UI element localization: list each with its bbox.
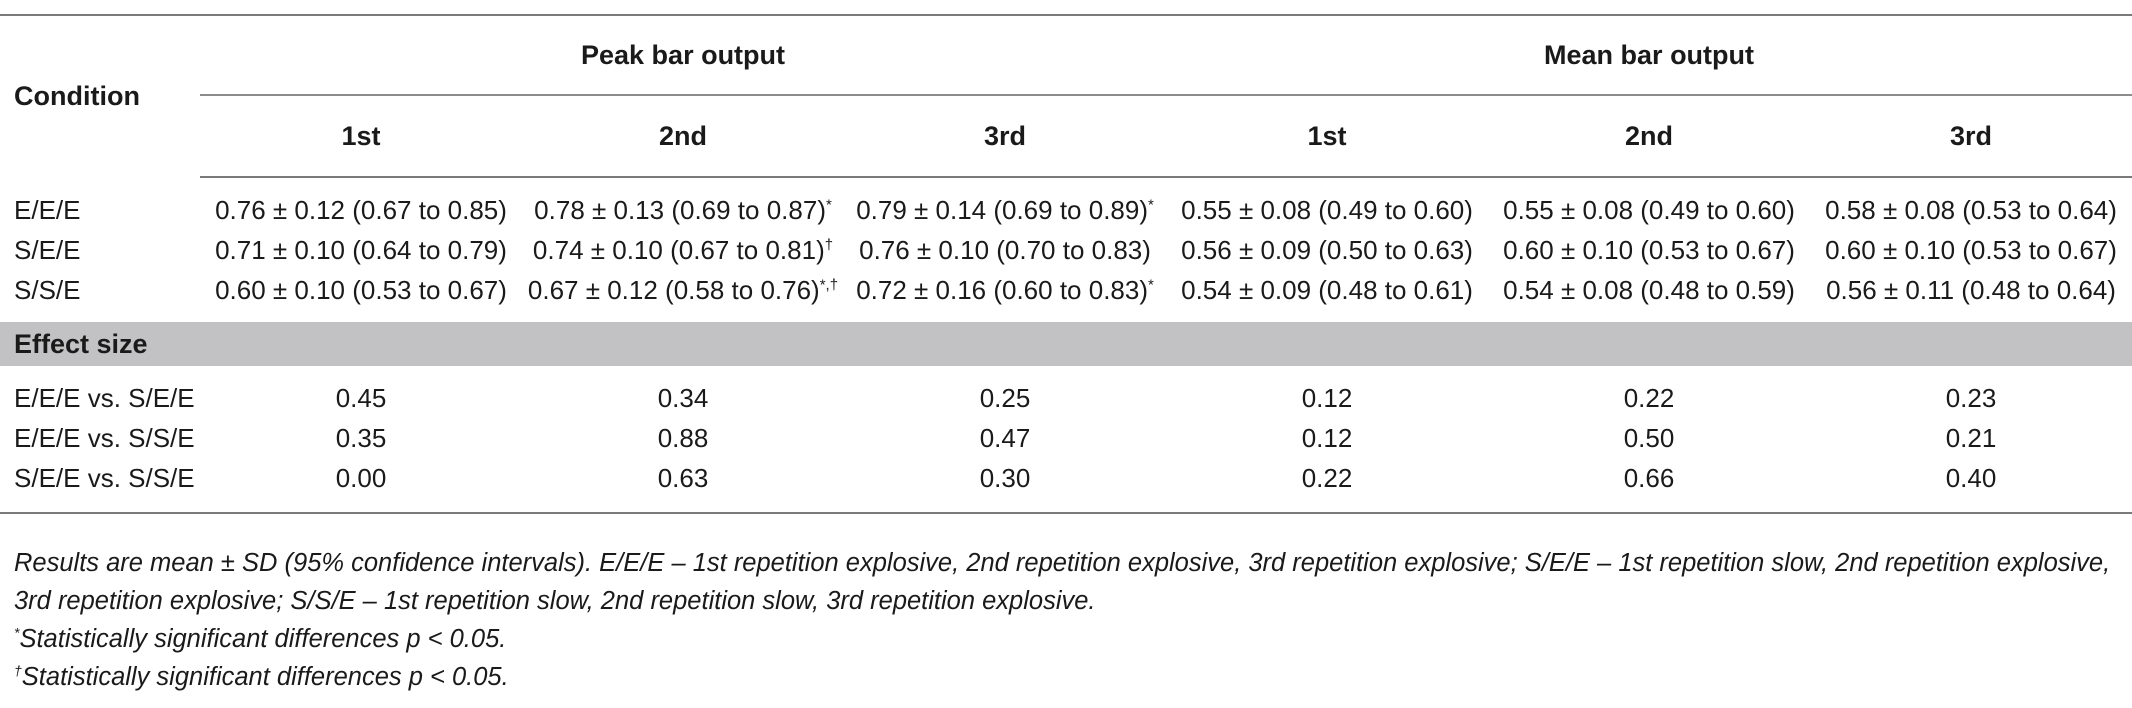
significance-mark: * xyxy=(1148,275,1154,293)
cell-value: 0.55 ± 0.08 (0.49 to 0.60) xyxy=(1503,194,1795,225)
table-cell: 0.79 ± 0.14 (0.69 to 0.89)* xyxy=(844,190,1166,230)
effect-cell: 0.45 xyxy=(335,382,387,413)
table-row: S/S/E 0.60 ± 0.10 (0.53 to 0.67) 0.67 ± 0.… xyxy=(0,270,2132,310)
table-notes: Results are mean ± SD (95% confidence in… xyxy=(14,544,2114,696)
table-cell: 0.72 ± 0.16 (0.60 to 0.83)* xyxy=(844,270,1166,310)
effect-cell: 0.12 xyxy=(1301,382,1353,413)
effect-row: S/E/E vs. S/S/E 0.00 0.63 0.30 0.22 0.66 0.40 xyxy=(0,458,2132,498)
row-label: S/S/E xyxy=(14,274,81,305)
footnote-1-mark: * xyxy=(14,624,20,641)
data-rows: E/E/E 0.76 ± 0.12 (0.67 to 0.85) 0.78 ± 0.… xyxy=(0,177,2132,514)
cell-value: 0.54 ± 0.08 (0.48 to 0.59) xyxy=(1503,274,1795,305)
effect-cell: 0.30 xyxy=(979,462,1031,493)
table-cell: 0.78 ± 0.13 (0.69 to 0.87)* xyxy=(522,190,844,230)
effect-cell: 0.50 xyxy=(1623,422,1675,453)
table-cell: 0.76 ± 0.12 (0.67 to 0.85) xyxy=(200,190,522,230)
row-label: E/E/E xyxy=(14,194,81,225)
table-cell: 0.58 ± 0.08 (0.53 to 0.64) xyxy=(1810,190,2132,230)
table-cell: 0.71 ± 0.10 (0.64 to 0.79) xyxy=(200,230,522,270)
table-cell: 0.74 ± 0.10 (0.67 to 0.81)† xyxy=(522,230,844,270)
table-cell: 0.55 ± 0.08 (0.49 to 0.60) xyxy=(1166,190,1488,230)
cell-value: 0.76 ± 0.12 (0.67 to 0.85) xyxy=(215,194,507,225)
effect-row-label: E/E/E vs. S/S/E xyxy=(14,422,195,453)
cell-value: 0.60 ± 0.10 (0.53 to 0.67) xyxy=(1825,234,2117,265)
significance-mark: *,† xyxy=(819,275,839,293)
effect-cell: 0.35 xyxy=(335,422,387,453)
cell-value: 0.79 ± 0.14 (0.69 to 0.89) xyxy=(856,194,1148,225)
subheader-peak-3rd: 3rd xyxy=(844,94,1167,178)
table-cell: 0.60 ± 0.10 (0.53 to 0.67) xyxy=(1488,230,1810,270)
table-row: S/E/E 0.71 ± 0.10 (0.64 to 0.79) 0.74 ± 0.… xyxy=(0,230,2132,270)
effect-row-label: S/E/E vs. S/S/E xyxy=(14,462,195,493)
spacer-mid xyxy=(0,310,2132,322)
significance-mark: * xyxy=(825,195,832,213)
row-label: S/E/E xyxy=(14,234,81,265)
subheader-mean-1st: 1st xyxy=(1166,94,1489,178)
subheader-mean-3rd: 3rd xyxy=(1810,94,2132,178)
footnote-2-mark: † xyxy=(14,662,22,679)
table-cell: 0.54 ± 0.08 (0.48 to 0.59) xyxy=(1488,270,1810,310)
subheader-peak-2nd: 2nd xyxy=(522,94,844,178)
effect-cell: 0.12 xyxy=(1301,422,1353,453)
significance-mark: * xyxy=(1148,195,1154,213)
cell-value: 0.78 ± 0.13 (0.69 to 0.87) xyxy=(534,194,826,225)
group-header-mean-label: Mean bar output xyxy=(1544,39,1755,70)
condition-header: Condition xyxy=(14,81,140,111)
cell-value: 0.54 ± 0.09 (0.48 to 0.61) xyxy=(1181,274,1473,305)
table-cell: 0.56 ± 0.11 (0.48 to 0.64) xyxy=(1810,270,2132,310)
cell-value: 0.56 ± 0.09 (0.50 to 0.63) xyxy=(1181,234,1473,265)
footnote-2-text: Statistically significant differences p … xyxy=(21,663,509,691)
footnote-1: *Statistically significant differences p… xyxy=(14,620,2114,658)
effect-cell: 0.22 xyxy=(1301,462,1353,493)
group-header-peak: Peak bar output xyxy=(200,15,1166,95)
section-row-effect-size: Effect size xyxy=(0,322,2132,366)
effect-cell: 0.00 xyxy=(335,462,387,493)
table-cell: 0.56 ± 0.09 (0.50 to 0.63) xyxy=(1166,230,1488,270)
table-cell: 0.54 ± 0.09 (0.48 to 0.61) xyxy=(1166,270,1488,310)
spacer-top xyxy=(0,177,2132,190)
effect-cell: 0.21 xyxy=(1945,422,1997,453)
cell-value: 0.55 ± 0.08 (0.49 to 0.60) xyxy=(1181,194,1473,225)
bottom-rule xyxy=(0,498,2132,514)
table-cell: 0.67 ± 0.12 (0.58 to 0.76)*,† xyxy=(522,270,844,310)
table-row: E/E/E 0.76 ± 0.12 (0.67 to 0.85) 0.78 ± 0.… xyxy=(0,190,2132,230)
effect-row: E/E/E vs. S/S/E 0.35 0.88 0.47 0.12 0.50 0.21 xyxy=(0,418,2132,458)
cell-value: 0.74 ± 0.10 (0.67 to 0.81) xyxy=(532,234,825,265)
cell-value: 0.67 ± 0.12 (0.58 to 0.76) xyxy=(527,274,820,305)
table-cell: 0.76 ± 0.10 (0.70 to 0.83) xyxy=(844,230,1166,270)
effect-cell: 0.47 xyxy=(979,422,1031,453)
footnote-1-text: Statistically significant differences p … xyxy=(19,625,507,653)
footnote-2: †Statistically significant differences p… xyxy=(14,658,2114,696)
section-label: Effect size xyxy=(0,322,2132,366)
results-table: Condition Peak bar output Mean bar outpu… xyxy=(0,14,2132,514)
effect-cell: 0.22 xyxy=(1623,382,1675,413)
table-cell: 0.60 ± 0.10 (0.53 to 0.67) xyxy=(200,270,522,310)
notes-main: Results are mean ± SD (95% confidence in… xyxy=(14,549,2111,615)
subheader-peak-1st: 1st xyxy=(200,94,522,178)
significance-mark: † xyxy=(824,235,834,253)
cell-value: 0.71 ± 0.10 (0.64 to 0.79) xyxy=(215,234,507,265)
effect-cell: 0.23 xyxy=(1945,382,1997,413)
effect-cell: 0.63 xyxy=(657,462,709,493)
subheader-mean-2nd: 2nd xyxy=(1488,94,1811,178)
cell-value: 0.76 ± 0.10 (0.70 to 0.83) xyxy=(859,234,1151,265)
effect-cell: 0.88 xyxy=(657,422,709,453)
group-header-mean: Mean bar output xyxy=(1166,15,2132,95)
effect-row-label: E/E/E vs. S/E/E xyxy=(14,382,195,413)
effect-cell: 0.34 xyxy=(657,382,709,413)
cell-value: 0.56 ± 0.11 (0.48 to 0.64) xyxy=(1826,274,2116,305)
effect-row: E/E/E vs. S/E/E 0.45 0.34 0.25 0.12 0.22 0.23 xyxy=(0,378,2132,418)
cell-value: 0.58 ± 0.08 (0.53 to 0.64) xyxy=(1825,194,2117,225)
effect-cell: 0.40 xyxy=(1945,462,1997,493)
group-header-peak-label: Peak bar output xyxy=(581,39,786,70)
table-cell: 0.60 ± 0.10 (0.53 to 0.67) xyxy=(1810,230,2132,270)
table-cell: 0.55 ± 0.08 (0.49 to 0.60) xyxy=(1488,190,1810,230)
spacer-effect xyxy=(0,366,2132,378)
cell-value: 0.60 ± 0.10 (0.53 to 0.67) xyxy=(215,274,507,305)
cell-value: 0.72 ± 0.16 (0.60 to 0.83) xyxy=(856,274,1148,305)
effect-cell: 0.25 xyxy=(979,382,1031,413)
cell-value: 0.60 ± 0.10 (0.53 to 0.67) xyxy=(1503,234,1795,265)
effect-cell: 0.66 xyxy=(1623,462,1675,493)
